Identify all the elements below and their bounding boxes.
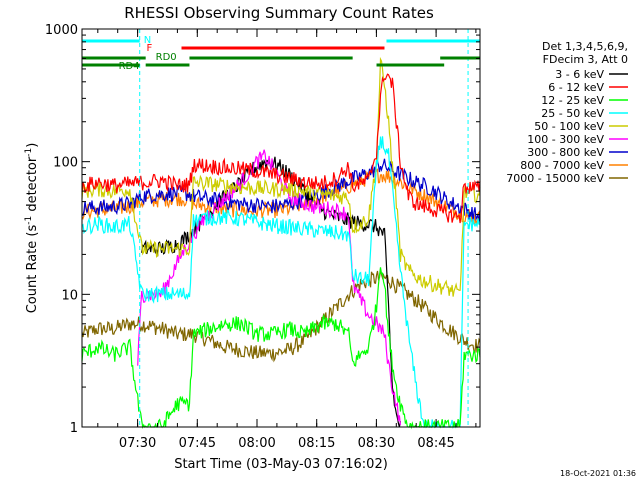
- x-tick-label: 08:30: [358, 436, 395, 451]
- y-tick-label: 100: [53, 156, 78, 171]
- legend: Det 1,3,4,5,6,9, FDecim 3, Att 0 3 - 6 k…: [506, 40, 628, 185]
- y-axis: 1 10 100 1000: [45, 23, 480, 436]
- state-label-f: F: [146, 43, 152, 54]
- series-line-50-100kev: [81, 56, 481, 297]
- series-line-7000-15000kev: [81, 269, 481, 363]
- legend-label: 50 - 100 keV: [534, 120, 604, 133]
- legend-label: 800 - 7000 keV: [520, 159, 604, 172]
- x-tick-label: 07:45: [179, 436, 216, 451]
- series-line-300-800kev: [81, 158, 481, 224]
- plot-area: NF RD0 RD4: [81, 29, 481, 430]
- legend-label: 12 - 25 keV: [541, 94, 604, 107]
- series-line-25-50kev: [81, 136, 481, 429]
- generated-timestamp: 18-Oct-2021 01:36: [560, 469, 636, 478]
- y-tick-label: 10: [61, 288, 78, 303]
- x-tick-label: 08:15: [298, 436, 335, 451]
- series-line-100-300kev: [137, 149, 401, 426]
- legend-label: 6 - 12 keV: [548, 81, 604, 94]
- state-label-n: N: [144, 35, 151, 46]
- series-line-6-12kev: [81, 73, 481, 224]
- plot-frame: [81, 28, 481, 428]
- state-label-rd4: RD4: [119, 61, 140, 72]
- legend-label: 3 - 6 keV: [555, 68, 604, 81]
- legend-header-line1: Det 1,3,4,5,6,9,: [542, 40, 628, 53]
- legend-label: 100 - 300 keV: [527, 133, 604, 146]
- y-axis-label: Count Rate (s-1 detector-1): [24, 143, 40, 314]
- y-tick-label: 1000: [45, 23, 78, 38]
- x-tick-label: 08:45: [417, 436, 454, 451]
- legend-label: 25 - 50 keV: [541, 107, 604, 120]
- y-tick-label: 1: [70, 421, 78, 436]
- legend-label: 300 - 800 keV: [527, 146, 604, 159]
- x-axis-label: Start Time (03-May-03 07:16:02): [174, 457, 388, 472]
- x-tick-label: 07:30: [119, 436, 156, 451]
- x-tick-label: 08:00: [238, 436, 275, 451]
- legend-label: 7000 - 15000 keV: [506, 172, 604, 185]
- legend-header-line2: FDecim 3, Att 0: [543, 53, 628, 66]
- chart-title: RHESSI Observing Summary Count Rates: [124, 4, 434, 22]
- x-axis: 07:30 07:45 08:00 08:15 08:30 08:45: [97, 29, 477, 451]
- state-label-rd0: RD0: [156, 52, 177, 63]
